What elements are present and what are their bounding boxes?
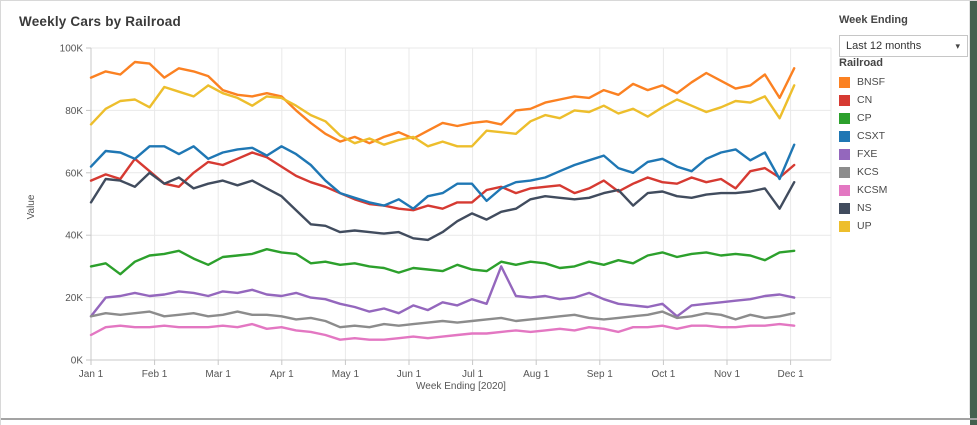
legend-label: KCSM [857,184,888,196]
y-tick-label: 0K [71,356,84,367]
x-tick-label: Sep 1 [587,369,614,380]
week-ending-filter-label: Week Ending [839,14,908,26]
series-line-CN[interactable] [89,151,796,212]
window-accent-strip [970,1,977,425]
legend-label: CSXT [857,130,886,142]
series-line-KCS[interactable] [89,310,796,329]
axis-ticks: 0K 20K 40K 60K 80K 100K Jan 1 Feb 1 Mar 1 Apr 1 Ma… [60,44,804,381]
legend-item-BNSF[interactable]: BNSF [839,73,969,91]
x-tick-label: Apr 1 [270,369,294,380]
x-tick-label: Oct 1 [651,369,675,380]
series-line-UP[interactable] [89,84,796,148]
legend-item-UP[interactable]: UP [839,217,969,235]
legend-swatch-FXE [839,148,850,160]
legend-label: UP [857,220,872,232]
legend-title: Railroad [839,57,884,69]
line-chart: 0K 20K 40K 60K 80K 100K Jan 1 Feb 1 Mar 1 Apr 1 Ma… [26,44,832,392]
week-ending-dropdown[interactable]: Last 12 months ▾ [839,35,968,57]
x-tick-label: May 1 [332,369,360,380]
legend-label: CN [857,94,873,106]
legend-label: FXE [857,148,878,160]
legend-label: NS [857,202,872,214]
legend-label: BNSF [857,76,886,88]
legend-swatch-BNSF [839,76,850,88]
legend-swatch-CSXT [839,130,850,142]
chevron-down-icon: ▾ [955,40,960,51]
filter-legend-panel: Week Ending Last 12 months ▾ Railroad BN… [839,1,969,415]
legend-item-CP[interactable]: CP [839,109,969,127]
y-tick-label: 40K [65,231,83,242]
series-line-BNSF[interactable] [89,60,796,145]
legend-item-CN[interactable]: CN [839,91,969,109]
y-tick-label: 80K [65,106,83,117]
y-tick-label: 100K [60,44,84,55]
legend-label: KCS [857,166,879,178]
legend-item-KCSM[interactable]: KCSM [839,181,969,199]
legend-item-FXE[interactable]: FXE [839,145,969,163]
legend-swatch-KCSM [839,184,850,196]
series-line-NS[interactable] [89,171,796,242]
series-line-FXE[interactable] [89,265,796,318]
legend-item-KCS[interactable]: KCS [839,163,969,181]
legend-swatch-CN [839,94,850,106]
panel-divider [969,1,970,415]
y-axis-title: Value [26,194,37,219]
x-tick-label: Mar 1 [205,369,231,380]
railroad-legend: BNSF CN CP CSXT FXE KCS KCSM NS UP [839,73,969,235]
x-tick-label: Feb 1 [142,369,168,380]
x-axis-title: Week Ending [2020] [416,381,506,392]
legend-label: CP [857,112,872,124]
y-tick-label: 60K [65,168,83,179]
legend-swatch-KCS [839,166,850,178]
legend-swatch-UP [839,220,850,232]
window-bottom-edge [1,418,977,420]
x-tick-label: Dec 1 [778,369,805,380]
series-line-CP[interactable] [89,247,796,276]
legend-item-CSXT[interactable]: CSXT [839,127,969,145]
legend-swatch-CP [839,112,850,124]
y-tick-label: 20K [65,293,83,304]
chart-title: Weekly Cars by Railroad [19,14,181,29]
x-tick-label: Nov 1 [714,369,741,380]
x-tick-label: Jul 1 [462,369,484,380]
gridlines [90,47,832,361]
series-line-KCSM[interactable] [89,322,796,341]
x-tick-label: Jan 1 [79,369,104,380]
legend-item-NS[interactable]: NS [839,199,969,217]
x-tick-label: Jun 1 [397,369,422,380]
week-ending-dropdown-value: Last 12 months [846,40,922,52]
legend-swatch-NS [839,202,850,214]
x-tick-label: Aug 1 [523,369,550,380]
series-line-CSXT[interactable] [89,143,796,210]
series-lines [89,60,796,341]
